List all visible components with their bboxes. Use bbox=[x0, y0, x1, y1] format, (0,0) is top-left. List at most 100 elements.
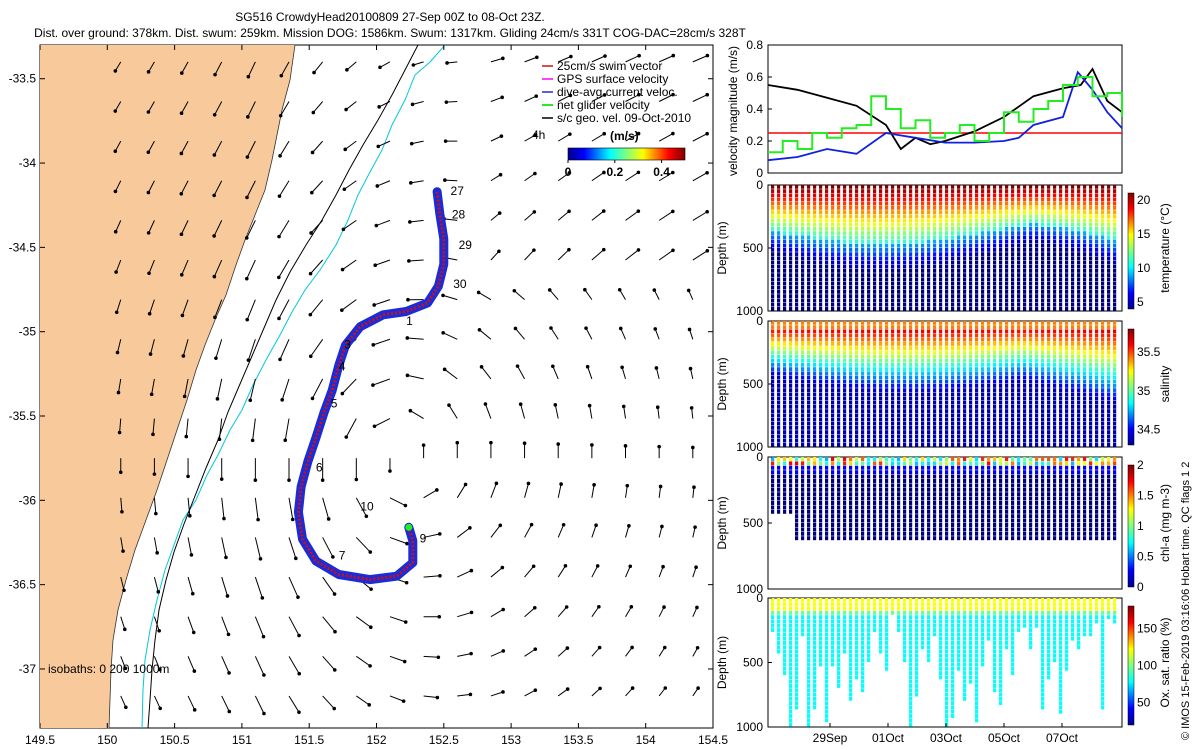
profile-cell bbox=[867, 243, 871, 248]
profile-cell bbox=[831, 206, 835, 210]
velocity-arrow bbox=[441, 293, 458, 301]
profile-cell bbox=[969, 273, 973, 277]
profile-cell bbox=[993, 302, 997, 307]
profile-cell bbox=[1107, 430, 1111, 434]
profile-cell bbox=[825, 294, 829, 298]
profile-cell bbox=[1041, 417, 1045, 422]
profile-cell bbox=[939, 260, 943, 265]
profile-cell bbox=[1023, 388, 1027, 392]
profile-cell bbox=[1059, 496, 1063, 501]
profile-cell bbox=[1095, 306, 1099, 311]
profile-cell bbox=[1077, 243, 1081, 248]
profile-cell bbox=[1041, 358, 1045, 363]
profile-cell bbox=[1089, 375, 1093, 380]
profile-cell bbox=[1101, 239, 1105, 244]
profile-cell bbox=[1041, 273, 1045, 277]
profile-cell bbox=[999, 306, 1003, 311]
profile-cell bbox=[849, 306, 853, 311]
profile-cell bbox=[1101, 210, 1105, 214]
profile-cell bbox=[927, 409, 931, 413]
profile-cell bbox=[795, 302, 799, 307]
profile-cell bbox=[801, 527, 805, 532]
profile-cell bbox=[1095, 384, 1099, 388]
legend-dive-avg-current: dive-avg current veloc. bbox=[542, 85, 678, 99]
profile-cell bbox=[927, 379, 931, 384]
velocity-arrow bbox=[248, 378, 256, 403]
profile-cell bbox=[831, 197, 835, 202]
profile-cell bbox=[1029, 231, 1033, 235]
profile-cell bbox=[1047, 252, 1051, 256]
profile-cell bbox=[819, 193, 823, 198]
profile-cell bbox=[969, 321, 973, 325]
track-day-label: 9 bbox=[420, 531, 427, 545]
profile-cell bbox=[1005, 264, 1009, 269]
profile-cell bbox=[771, 470, 775, 475]
profile-cell bbox=[1041, 329, 1045, 334]
profile-cell bbox=[957, 400, 961, 405]
profile-cell bbox=[801, 371, 805, 376]
velocity-arrow bbox=[246, 101, 256, 119]
profile-cell bbox=[1083, 371, 1087, 376]
profile-cell bbox=[849, 367, 853, 371]
profile-cell bbox=[771, 277, 775, 282]
velocity-ytick-label: 0.2 bbox=[746, 134, 763, 148]
profile-cell bbox=[1053, 281, 1057, 286]
profile-cell bbox=[921, 413, 925, 418]
profile-cell bbox=[783, 231, 787, 235]
profile-cell bbox=[825, 514, 829, 519]
profile-cell bbox=[879, 375, 883, 380]
profile-cell bbox=[819, 438, 823, 443]
profile-cell bbox=[777, 294, 781, 298]
profile-cell bbox=[1071, 329, 1075, 334]
profile-cell bbox=[969, 417, 973, 422]
profile-cell bbox=[933, 277, 937, 282]
profile-cell bbox=[1017, 218, 1021, 223]
profile-cell bbox=[1041, 514, 1045, 519]
profile-cell bbox=[969, 306, 973, 311]
profile-cell bbox=[813, 465, 817, 470]
map-xtick-label: 151.5 bbox=[294, 733, 324, 747]
profile-cell bbox=[885, 492, 889, 497]
profile-cell bbox=[783, 487, 787, 492]
profile-cell bbox=[783, 421, 787, 426]
profile-cell bbox=[945, 235, 949, 240]
profile-cell bbox=[813, 358, 817, 363]
profile-cell bbox=[807, 269, 811, 273]
profile-cell bbox=[933, 505, 937, 510]
profile-cell bbox=[783, 281, 787, 286]
profile-cell bbox=[837, 235, 841, 240]
profile-cell bbox=[771, 329, 775, 334]
profile-cell bbox=[891, 461, 895, 466]
profile-cell bbox=[903, 514, 907, 519]
profile-cell bbox=[1047, 509, 1051, 514]
speed-colorbar-tick-label: 0 bbox=[565, 165, 572, 179]
profile-cell bbox=[1023, 337, 1027, 342]
profile-cell bbox=[891, 333, 895, 338]
profile-cell bbox=[1101, 337, 1105, 342]
profile-cell bbox=[843, 285, 847, 290]
profile-cell bbox=[945, 281, 949, 286]
profile-cell bbox=[849, 252, 853, 256]
profile-cell bbox=[1095, 197, 1099, 202]
profile-cell bbox=[807, 396, 811, 401]
profile-cell bbox=[909, 256, 913, 261]
velocity-arrow bbox=[146, 140, 155, 155]
profile-cell bbox=[939, 273, 943, 277]
profile-cell bbox=[849, 325, 853, 329]
profile-cell bbox=[1005, 273, 1009, 277]
profile-cell bbox=[1089, 358, 1093, 363]
profile-cell bbox=[915, 264, 919, 269]
profile-cell bbox=[855, 367, 859, 371]
profile-cell bbox=[855, 354, 859, 359]
profile-cell bbox=[819, 306, 823, 311]
profile-cell bbox=[861, 269, 865, 273]
profile-cell bbox=[1041, 231, 1045, 235]
profile-cell bbox=[855, 505, 859, 510]
profile-cell bbox=[975, 239, 979, 244]
profile-cell bbox=[837, 527, 841, 532]
profile-cell bbox=[987, 321, 991, 325]
legend-net-glider-velocity: net glider velocity bbox=[542, 98, 650, 112]
profile-cell bbox=[867, 342, 871, 346]
profile-cell bbox=[867, 290, 871, 294]
profile-cell bbox=[789, 426, 793, 430]
